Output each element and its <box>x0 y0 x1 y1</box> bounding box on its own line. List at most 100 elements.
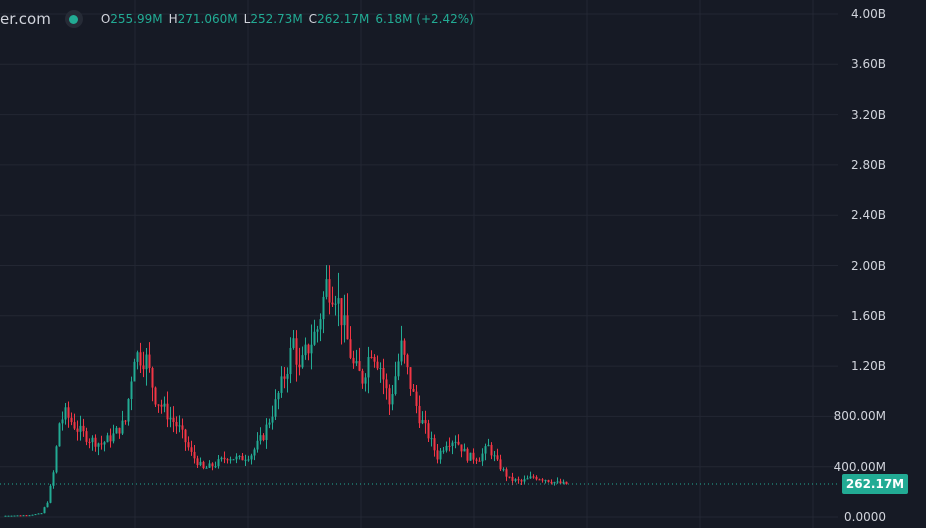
high-key: H <box>168 12 178 26</box>
candle-body <box>379 367 382 369</box>
candle-body <box>547 480 550 482</box>
candle-body <box>493 455 496 457</box>
candle-body <box>553 482 556 484</box>
candle-body <box>436 450 439 460</box>
candle-body <box>406 354 409 368</box>
candle-body <box>256 440 259 450</box>
candle-body <box>13 515 16 517</box>
candle-body <box>118 427 121 434</box>
candle-body <box>481 453 484 462</box>
candle-body <box>490 444 493 456</box>
candle-body <box>538 479 541 481</box>
candle-body <box>310 344 313 354</box>
candle-body <box>88 441 91 443</box>
candle-body <box>163 403 166 407</box>
candle-body <box>250 455 253 460</box>
candle-body <box>115 427 118 434</box>
candle-body <box>496 455 499 460</box>
candle-body <box>226 459 229 461</box>
candle-body <box>358 361 361 371</box>
y-tick-label: 2.40B <box>851 208 886 223</box>
candle-body <box>19 515 22 517</box>
y-tick-label: 2.00B <box>851 258 886 273</box>
candle-body <box>421 420 424 424</box>
candle-body <box>40 513 43 515</box>
candle-body <box>247 459 250 461</box>
candle-body <box>298 364 301 368</box>
candle-body <box>154 387 157 405</box>
ohlc-legend: er.com O 255.99M H 271.060M L 252.73M C 262.… <box>0 8 474 30</box>
candle-body <box>211 463 214 467</box>
candle-body <box>412 388 415 392</box>
candle-body <box>328 279 331 303</box>
candle-body <box>427 423 430 439</box>
candle-body <box>208 463 211 468</box>
candle-body <box>139 352 142 366</box>
candle-body <box>331 302 334 305</box>
candle-body <box>370 356 373 358</box>
candle-body <box>223 457 226 460</box>
candle-body <box>280 376 283 393</box>
y-tick-label: 400.00M <box>833 459 886 474</box>
candle-body <box>397 361 400 377</box>
candle-body <box>55 446 58 473</box>
candle-body <box>301 355 304 368</box>
candle-body <box>433 438 436 451</box>
candle-body <box>307 344 310 354</box>
candle-body <box>151 367 154 388</box>
candle-body <box>64 407 67 420</box>
high-value: 271.060M <box>177 12 238 26</box>
visibility-toggle[interactable] <box>64 10 83 28</box>
candle-body <box>448 445 451 447</box>
candle-body <box>196 458 199 466</box>
candle-body <box>418 405 421 424</box>
candle-body <box>46 502 49 508</box>
candle-body <box>70 417 73 423</box>
candle-body <box>460 444 463 452</box>
candle-body <box>277 392 280 400</box>
candle-body <box>388 388 391 405</box>
candle-body <box>205 467 208 469</box>
candle-body <box>544 480 547 482</box>
candle-body <box>556 481 559 483</box>
candle-body <box>541 479 544 481</box>
candle-body <box>265 424 268 440</box>
candle-body <box>193 451 196 459</box>
close-value: 262.17M <box>317 12 370 26</box>
y-tick-label: 3.20B <box>851 107 886 122</box>
candle-body <box>376 361 379 369</box>
candle-body <box>259 435 262 441</box>
candle-body <box>325 279 328 297</box>
candle-body <box>49 485 52 503</box>
candle-body <box>391 394 394 405</box>
y-tick-label: 2.80B <box>851 157 886 172</box>
candle-body <box>475 459 478 461</box>
candle-body <box>268 422 271 425</box>
candle-body <box>112 433 115 442</box>
candle-body <box>352 357 355 364</box>
candle-body <box>499 459 502 470</box>
candle-body <box>244 459 247 461</box>
candle-body <box>382 367 385 380</box>
close-key: C <box>308 12 318 26</box>
candle-body <box>394 376 397 395</box>
candle-body <box>337 298 340 304</box>
candle-body <box>484 446 487 454</box>
candle-body <box>430 438 433 440</box>
candle-body <box>286 374 289 379</box>
candle-body <box>217 459 220 467</box>
candle-body <box>274 399 277 417</box>
candle-body <box>16 515 19 517</box>
candle-body <box>322 296 325 320</box>
candle-body <box>262 435 265 440</box>
candle-body <box>169 417 172 420</box>
candle-body <box>229 459 232 461</box>
candle-body <box>10 515 13 517</box>
candle-body <box>559 481 562 484</box>
y-tick-label: 800.00M <box>833 409 886 424</box>
candle-body <box>313 331 316 345</box>
candle-body <box>160 404 163 407</box>
candle-body <box>145 354 148 370</box>
last-price-tag: 262.17M <box>842 474 908 495</box>
